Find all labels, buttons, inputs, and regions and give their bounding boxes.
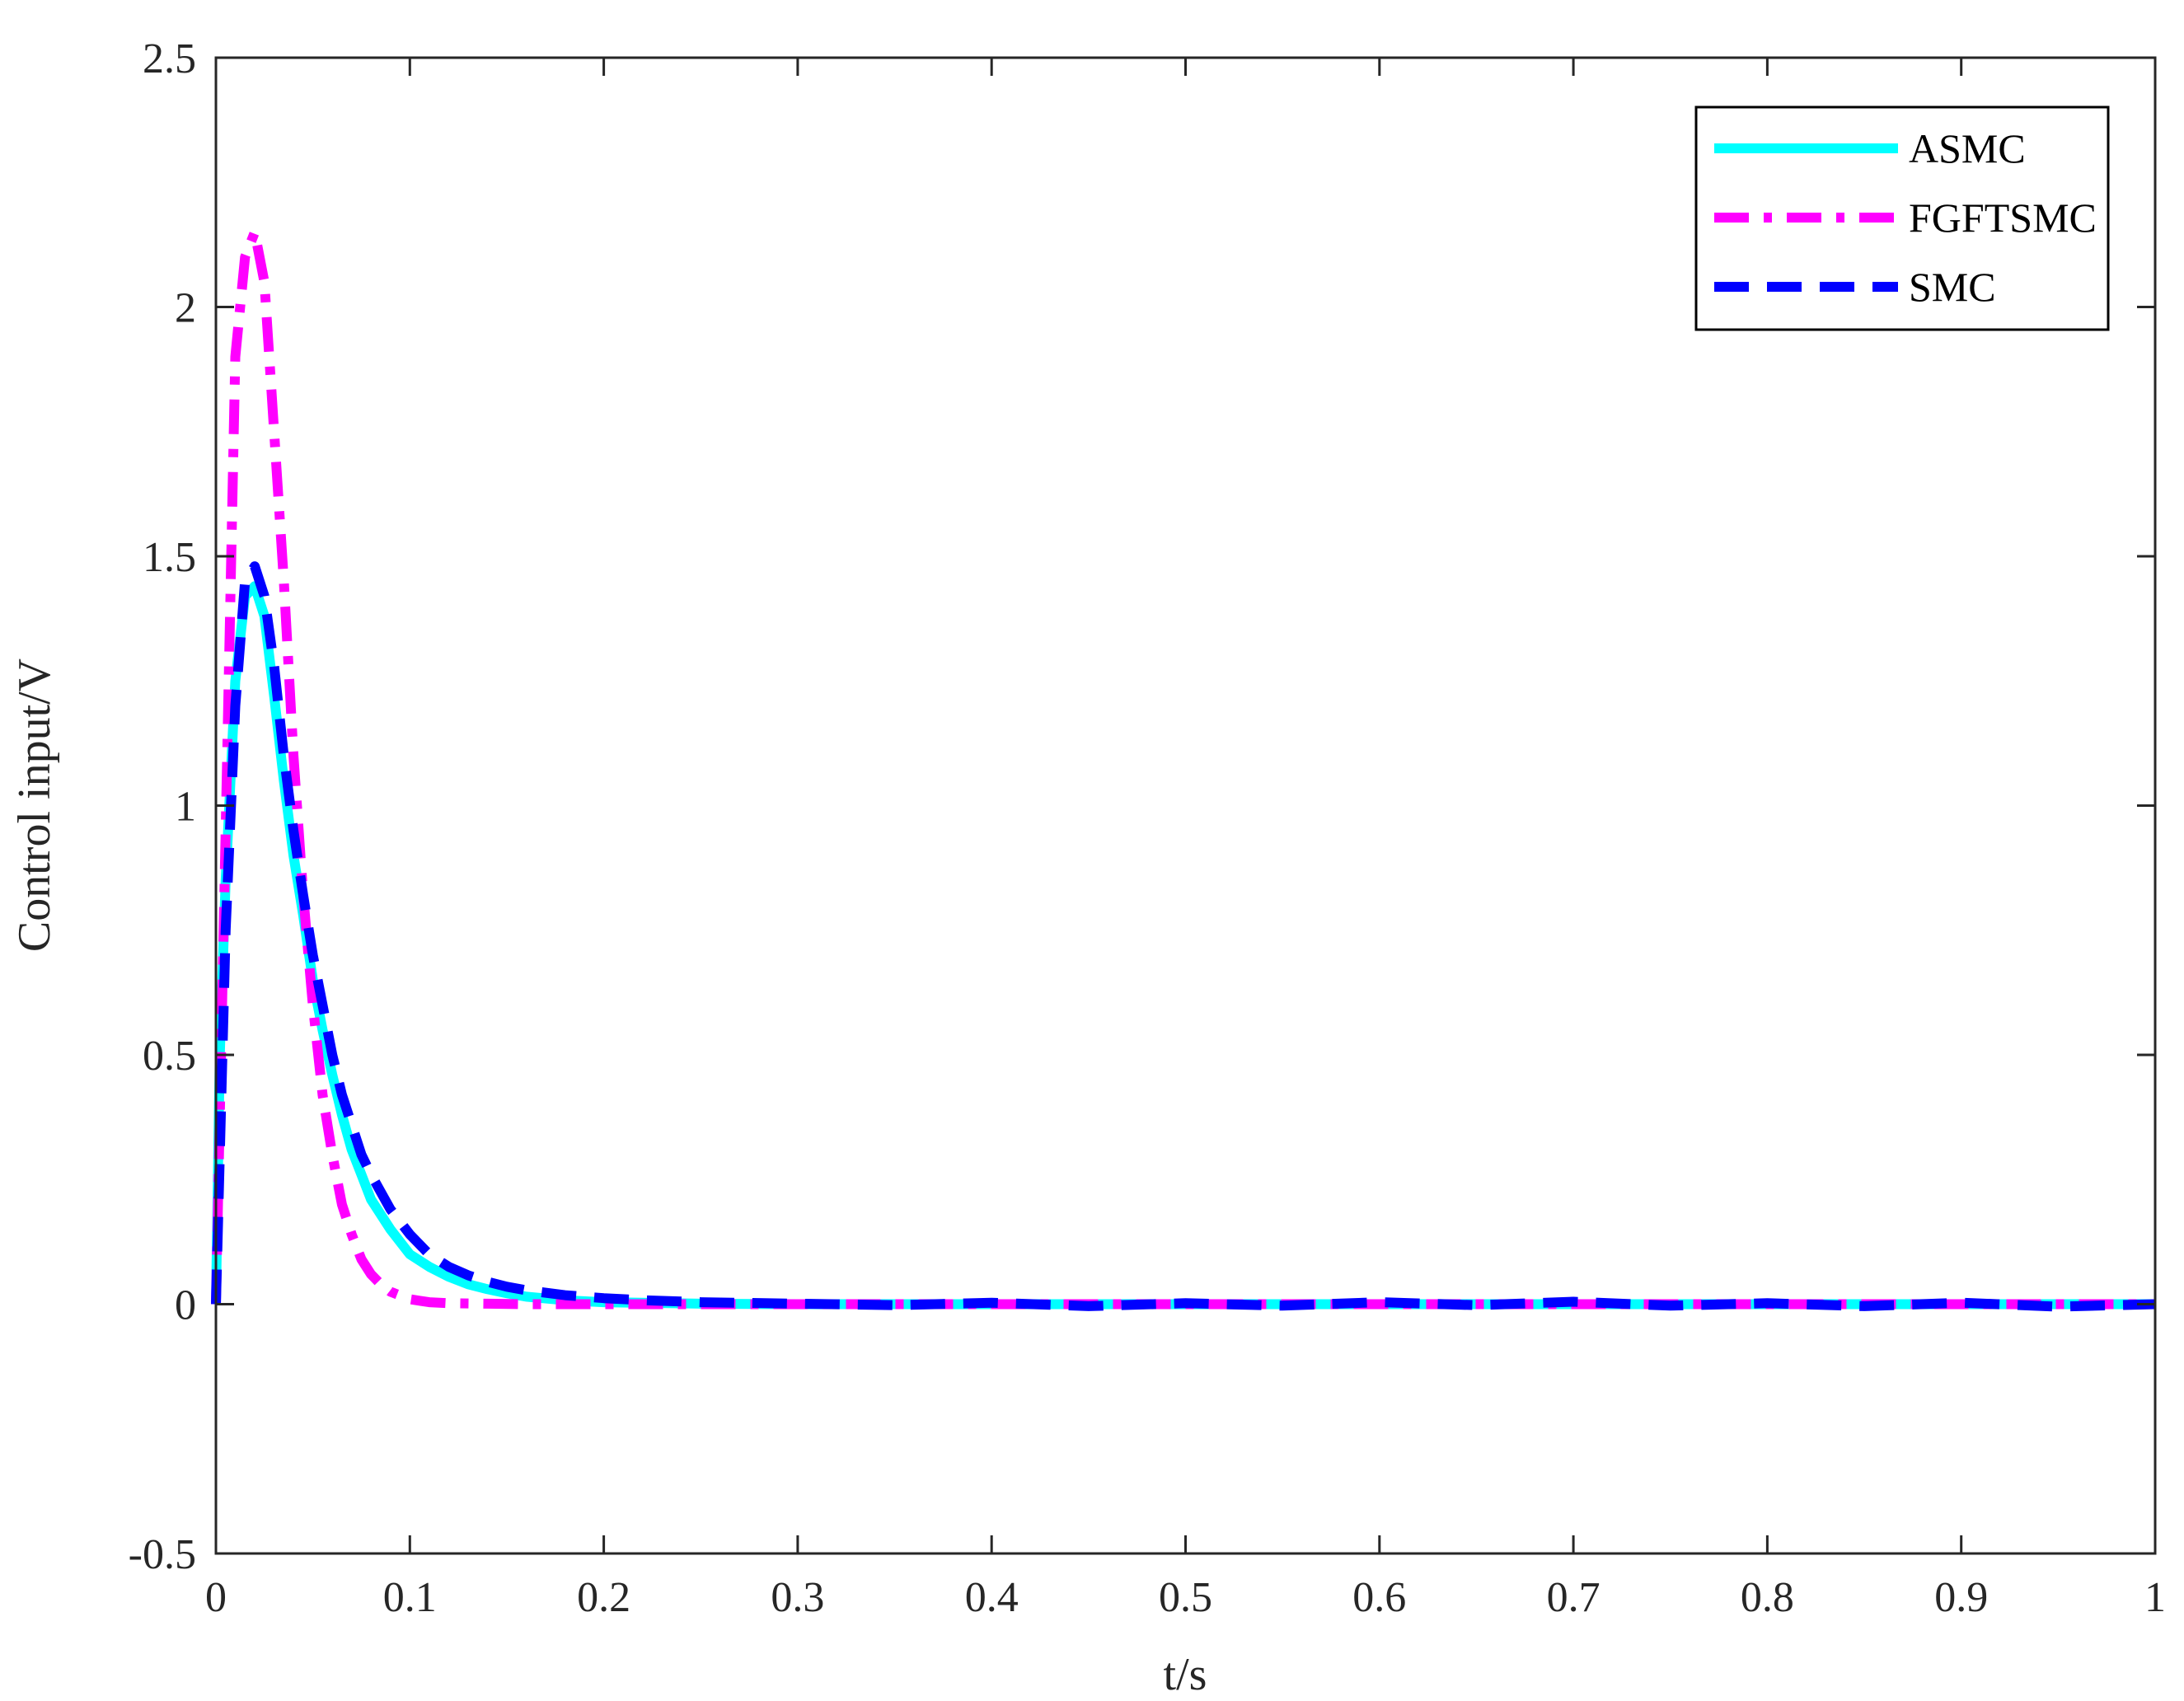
y-tick-label: 2 — [175, 285, 196, 332]
x-tick-label: 0.8 — [1741, 1574, 1794, 1621]
legend: ASMC FGFTSMC SMC — [1694, 105, 2110, 331]
legend-label-asmc: ASMC — [1909, 125, 2026, 171]
series-line-asmc — [211, 581, 2155, 1310]
x-tick-label: 0.2 — [577, 1574, 630, 1621]
y-tick-label: 2.5 — [143, 35, 196, 82]
y-axis-label: Control input/V — [9, 658, 60, 952]
series-layer — [211, 227, 2156, 1312]
x-tick-label: 0.9 — [1934, 1574, 1988, 1621]
x-tick-label: 0 — [205, 1574, 227, 1621]
x-tick-label: 0.3 — [771, 1574, 824, 1621]
legend-label-fgftsmc: FGFTSMC — [1909, 194, 2097, 241]
x-tick-label: 0.5 — [1159, 1574, 1212, 1621]
x-tick-label: 0.1 — [383, 1574, 437, 1621]
y-tick-label: 1.5 — [143, 534, 196, 581]
ticks-layer: 0 0.1 0.2 0.3 0.4 0.5 0.6 0.7 0.8 0.9 1-0.500.511.… — [129, 35, 2166, 1621]
y-tick-label: 0.5 — [143, 1033, 196, 1080]
x-tick-label: 1 — [2144, 1574, 2166, 1621]
y-tick-label: 1 — [175, 784, 196, 831]
legend-label-smc: SMC — [1909, 264, 1996, 310]
y-tick-label: 0 — [175, 1282, 196, 1329]
y-tick-label: -0.5 — [129, 1531, 196, 1578]
x-tick-label: 0.6 — [1352, 1574, 1406, 1621]
x-axis-label: t/s — [1164, 1649, 1207, 1700]
x-tick-label: 0.4 — [965, 1574, 1019, 1621]
series-line-fgftsmc — [211, 227, 2155, 1310]
series-line-smc — [211, 561, 2156, 1312]
x-tick-label: 0.7 — [1547, 1574, 1601, 1621]
